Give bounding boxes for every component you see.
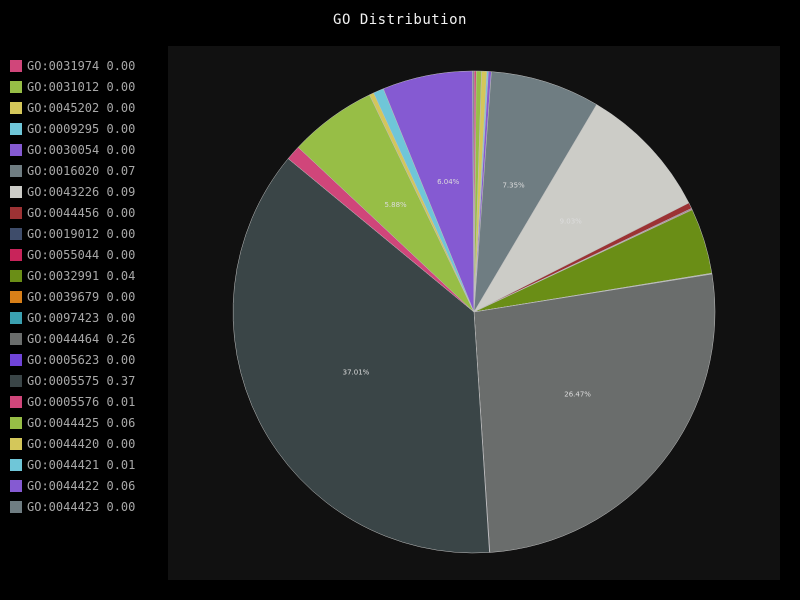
legend-label: GO:0031974 0.00 <box>27 58 136 73</box>
legend-item: GO:0030054 0.00 <box>10 139 170 160</box>
legend-item: GO:0045202 0.00 <box>10 97 170 118</box>
legend-swatch <box>10 185 22 198</box>
legend-swatch <box>10 395 22 408</box>
legend-label: GO:0055044 0.00 <box>27 247 136 262</box>
legend: GO:0031974 0.00 GO:0031012 0.00 GO:0045202… <box>10 55 170 517</box>
slice-percent-label: 26.47% <box>564 391 591 399</box>
legend-swatch <box>10 311 22 324</box>
legend-swatch <box>10 500 22 513</box>
legend-swatch <box>10 80 22 93</box>
legend-label: GO:0044423 0.00 <box>27 499 136 514</box>
legend-item: GO:0039679 0.00 <box>10 286 170 307</box>
legend-item: GO:0097423 0.00 <box>10 307 170 328</box>
legend-label: GO:0019012 0.00 <box>27 226 136 241</box>
legend-swatch <box>10 122 22 135</box>
legend-label: GO:0005623 0.00 <box>27 352 136 367</box>
legend-label: GO:0009295 0.00 <box>27 121 136 136</box>
legend-swatch <box>10 164 22 177</box>
slice-percent-label: 5.88% <box>384 201 407 209</box>
legend-swatch <box>10 248 22 261</box>
legend-item: GO:0044456 0.00 <box>10 202 170 223</box>
legend-item: GO:0044425 0.06 <box>10 412 170 433</box>
legend-item: GO:0055044 0.00 <box>10 244 170 265</box>
legend-swatch <box>10 458 22 471</box>
legend-swatch <box>10 416 22 429</box>
legend-swatch <box>10 437 22 450</box>
legend-label: GO:0005575 0.37 <box>27 373 136 388</box>
legend-swatch <box>10 59 22 72</box>
legend-item: GO:0031012 0.00 <box>10 76 170 97</box>
legend-label: GO:0044420 0.00 <box>27 436 136 451</box>
legend-label: GO:0005576 0.01 <box>27 394 136 409</box>
legend-swatch <box>10 479 22 492</box>
plot-area: 7.35% 9.03% 26.47% 37.01% 5.88% 6.04% <box>168 46 780 580</box>
legend-label: GO:0044464 0.26 <box>27 331 136 346</box>
legend-item: GO:0005575 0.37 <box>10 370 170 391</box>
legend-item: GO:0044422 0.06 <box>10 475 170 496</box>
legend-item: GO:0019012 0.00 <box>10 223 170 244</box>
slice-percent-label: 37.01% <box>343 368 370 376</box>
legend-label: GO:0030054 0.00 <box>27 142 136 157</box>
legend-item: GO:0044420 0.00 <box>10 433 170 454</box>
legend-swatch <box>10 353 22 366</box>
legend-label: GO:0097423 0.00 <box>27 310 136 325</box>
legend-swatch <box>10 227 22 240</box>
legend-swatch <box>10 332 22 345</box>
legend-swatch <box>10 101 22 114</box>
legend-item: GO:0032991 0.04 <box>10 265 170 286</box>
legend-label: GO:0044456 0.00 <box>27 205 136 220</box>
legend-item: GO:0005623 0.00 <box>10 349 170 370</box>
pie-chart: 7.35% 9.03% 26.47% 37.01% 5.88% 6.04% <box>232 70 716 554</box>
legend-item: GO:0005576 0.01 <box>10 391 170 412</box>
legend-label: GO:0044425 0.06 <box>27 415 136 430</box>
pie-slice <box>232 158 490 554</box>
legend-swatch <box>10 143 22 156</box>
legend-item: GO:0044421 0.01 <box>10 454 170 475</box>
legend-item: GO:0043226 0.09 <box>10 181 170 202</box>
legend-swatch <box>10 206 22 219</box>
legend-label: GO:0044421 0.01 <box>27 457 136 472</box>
legend-item: GO:0016020 0.07 <box>10 160 170 181</box>
pie-slice <box>472 70 475 313</box>
pie-slice <box>473 104 690 313</box>
legend-swatch <box>10 269 22 282</box>
legend-item: GO:0044464 0.26 <box>10 328 170 349</box>
legend-swatch <box>10 290 22 303</box>
slice-percent-label: 6.04% <box>437 178 460 186</box>
legend-label: GO:0031012 0.00 <box>27 79 136 94</box>
legend-label: GO:0032991 0.04 <box>27 268 136 283</box>
pie-slice <box>473 71 598 313</box>
chart-title: GO Distribution <box>333 12 467 28</box>
legend-item: GO:0044423 0.00 <box>10 496 170 517</box>
legend-item: GO:0031974 0.00 <box>10 55 170 76</box>
legend-label: GO:0044422 0.06 <box>27 478 136 493</box>
legend-swatch <box>10 374 22 387</box>
slice-percent-label: 7.35% <box>502 182 525 190</box>
slice-percent-label: 9.03% <box>560 217 583 225</box>
legend-label: GO:0045202 0.00 <box>27 100 136 115</box>
legend-label: GO:0043226 0.09 <box>27 184 136 199</box>
legend-label: GO:0016020 0.07 <box>27 163 136 178</box>
legend-item: GO:0009295 0.00 <box>10 118 170 139</box>
legend-label: GO:0039679 0.00 <box>27 289 136 304</box>
pie-slice <box>473 273 716 553</box>
